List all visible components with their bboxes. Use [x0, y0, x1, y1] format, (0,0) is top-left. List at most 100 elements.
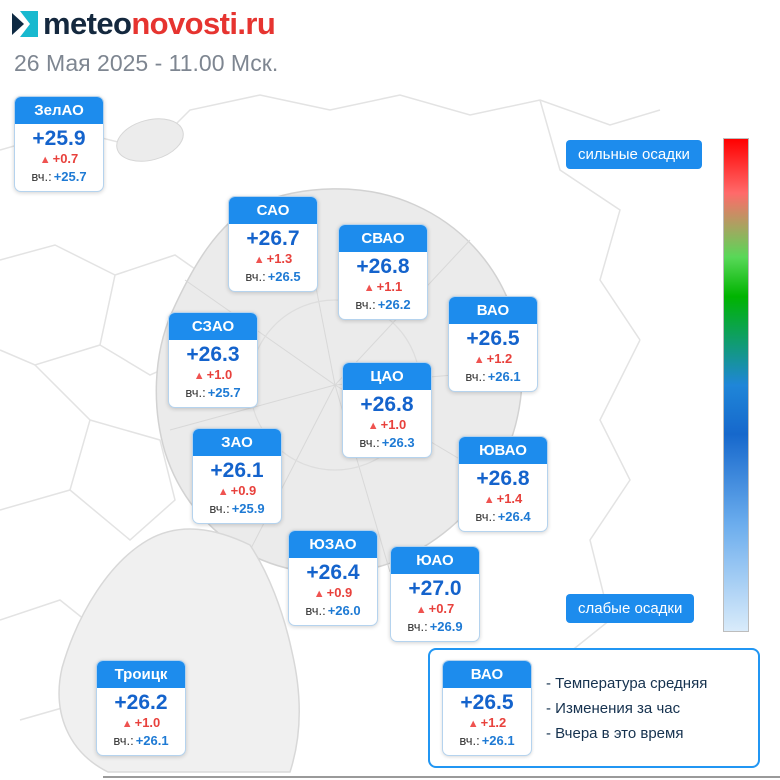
district-card-yuzao[interactable]: ЮЗАО +26.4 ▲ +0.9 вч.: +26.0 [288, 530, 378, 627]
district-yesterday: вч.: +26.1 [97, 732, 185, 755]
district-temp: +26.8 [356, 255, 410, 278]
district-card-szao[interactable]: СЗАО +26.3 ▲ +1.0 вч.: +25.7 [168, 312, 258, 409]
up-arrow-icon: ▲ [217, 486, 229, 499]
district-change: ▲ +1.0 [97, 715, 185, 732]
yesterday-label: вч.: [185, 384, 206, 400]
yesterday-value: +25.7 [207, 384, 241, 400]
change-value: +1.3 [266, 251, 293, 267]
district-yesterday: вч.: +25.7 [169, 384, 257, 407]
district-name: ВАО [443, 661, 531, 688]
district-card-cao[interactable]: ЦАО +26.8 ▲ +1.0 вч.: +26.3 [342, 362, 432, 459]
district-temp: +26.8 [476, 467, 530, 490]
up-arrow-icon: ▲ [473, 354, 485, 367]
yesterday-value: +26.9 [429, 618, 463, 634]
legend-sample-card: ВАО +26.5 ▲ +1.2 вч.: +26.1 [442, 660, 532, 757]
district-temp: +27.0 [408, 577, 462, 600]
district-card-troitsk[interactable]: Троицк +26.2 ▲ +1.0 вч.: +26.1 [96, 660, 186, 757]
yesterday-value: +25.7 [53, 168, 87, 184]
up-arrow-icon: ▲ [415, 604, 427, 617]
district-change: ▲ +1.0 [343, 417, 431, 434]
district-yesterday: вч.: +25.7 [15, 168, 103, 191]
district-change: ▲ +0.7 [391, 601, 479, 618]
district-card-yuao[interactable]: ЮАО +27.0 ▲ +0.7 вч.: +26.9 [390, 546, 480, 643]
change-value: +1.2 [480, 715, 507, 731]
district-change: ▲ +1.4 [459, 491, 547, 508]
district-change: ▲ +0.9 [193, 483, 281, 500]
district-temp: +26.5 [466, 327, 520, 350]
up-arrow-icon: ▲ [313, 588, 325, 601]
legend-panel: ВАО +26.5 ▲ +1.2 вч.: +26.1 - Температура … [428, 648, 760, 769]
scale-label-weak: слабые осадки [566, 594, 695, 623]
up-arrow-icon: ▲ [367, 420, 379, 433]
yesterday-value: +26.4 [497, 508, 531, 524]
district-temp: +25.9 [32, 127, 86, 150]
yesterday-label: вч.: [113, 732, 134, 748]
change-value: +1.4 [496, 491, 523, 507]
up-arrow-icon: ▲ [39, 154, 51, 167]
zelenograd-area [116, 118, 184, 162]
district-name: СЗАО [169, 313, 257, 340]
logo-text: meteonovosti.ru [43, 8, 276, 39]
district-yesterday: вч.: +26.4 [459, 508, 547, 531]
district-name: ВАО [449, 297, 537, 324]
district-yesterday: вч.: +26.1 [449, 368, 537, 391]
yesterday-label: вч.: [407, 618, 428, 634]
yesterday-value: +26.3 [381, 434, 415, 450]
district-yesterday: вч.: +26.1 [443, 732, 531, 755]
district-name: ЦАО [343, 363, 431, 390]
district-temp: +26.2 [114, 691, 168, 714]
up-arrow-icon: ▲ [193, 370, 205, 383]
date-time-heading: 26 Мая 2025 - 11.00 Мск. [14, 50, 279, 76]
yesterday-label: вч.: [245, 268, 266, 284]
change-value: +0.9 [326, 585, 353, 601]
district-card-yuvao[interactable]: ЮВАО +26.8 ▲ +1.4 вч.: +26.4 [458, 436, 548, 533]
yesterday-value: +26.1 [481, 732, 515, 748]
yesterday-value: +26.1 [487, 368, 521, 384]
district-change: ▲ +0.9 [289, 585, 377, 602]
yesterday-label: вч.: [359, 434, 380, 450]
district-yesterday: вч.: +26.9 [391, 618, 479, 641]
yesterday-value: +26.5 [267, 268, 301, 284]
district-name: САО [229, 197, 317, 224]
district-temp: +26.1 [210, 459, 264, 482]
district-name: ЮВАО [459, 437, 547, 464]
district-name: Троицк [97, 661, 185, 688]
precipitation-color-scale [723, 138, 749, 632]
district-card-svao[interactable]: СВАО +26.8 ▲ +1.1 вч.: +26.2 [338, 224, 428, 321]
change-value: +0.7 [52, 151, 79, 167]
yesterday-label: вч.: [31, 168, 52, 184]
up-arrow-icon: ▲ [121, 718, 133, 731]
logo-icon [10, 9, 40, 39]
district-name: ЮЗАО [289, 531, 377, 558]
district-change: ▲ +1.3 [229, 251, 317, 268]
change-value: +1.0 [134, 715, 161, 731]
yesterday-value: +26.0 [327, 602, 361, 618]
up-arrow-icon: ▲ [467, 718, 479, 731]
district-name: ЗелАО [15, 97, 103, 124]
yesterday-label: вч.: [465, 368, 486, 384]
district-card-zelao[interactable]: ЗелАО +25.9 ▲ +0.7 вч.: +25.7 [14, 96, 104, 193]
district-name: СВАО [339, 225, 427, 252]
district-yesterday: вч.: +26.5 [229, 268, 317, 291]
district-temp: +26.7 [246, 227, 300, 250]
change-value: +1.0 [380, 417, 407, 433]
yesterday-value: +25.9 [231, 500, 265, 516]
site-logo[interactable]: meteonovosti.ru [10, 8, 276, 39]
district-card-vao[interactable]: ВАО +26.5 ▲ +1.2 вч.: +26.1 [448, 296, 538, 393]
legend-line-change: - Изменения за час [546, 699, 681, 717]
district-yesterday: вч.: +26.2 [339, 296, 427, 319]
district-temp: +26.3 [186, 343, 240, 366]
change-value: +1.1 [376, 279, 403, 295]
district-yesterday: вч.: +26.3 [343, 434, 431, 457]
district-card-zao[interactable]: ЗАО +26.1 ▲ +0.9 вч.: +25.9 [192, 428, 282, 525]
yesterday-label: вч.: [475, 508, 496, 524]
district-name: ЮАО [391, 547, 479, 574]
district-change: ▲ +1.0 [169, 367, 257, 384]
district-name: ЗАО [193, 429, 281, 456]
district-card-sao[interactable]: САО +26.7 ▲ +1.3 вч.: +26.5 [228, 196, 318, 293]
yesterday-label: вч.: [459, 732, 480, 748]
change-value: +0.9 [230, 483, 257, 499]
up-arrow-icon: ▲ [253, 254, 265, 267]
district-yesterday: вч.: +26.0 [289, 602, 377, 625]
legend-descriptions: - Температура средняя - Изменения за час… [546, 675, 707, 742]
